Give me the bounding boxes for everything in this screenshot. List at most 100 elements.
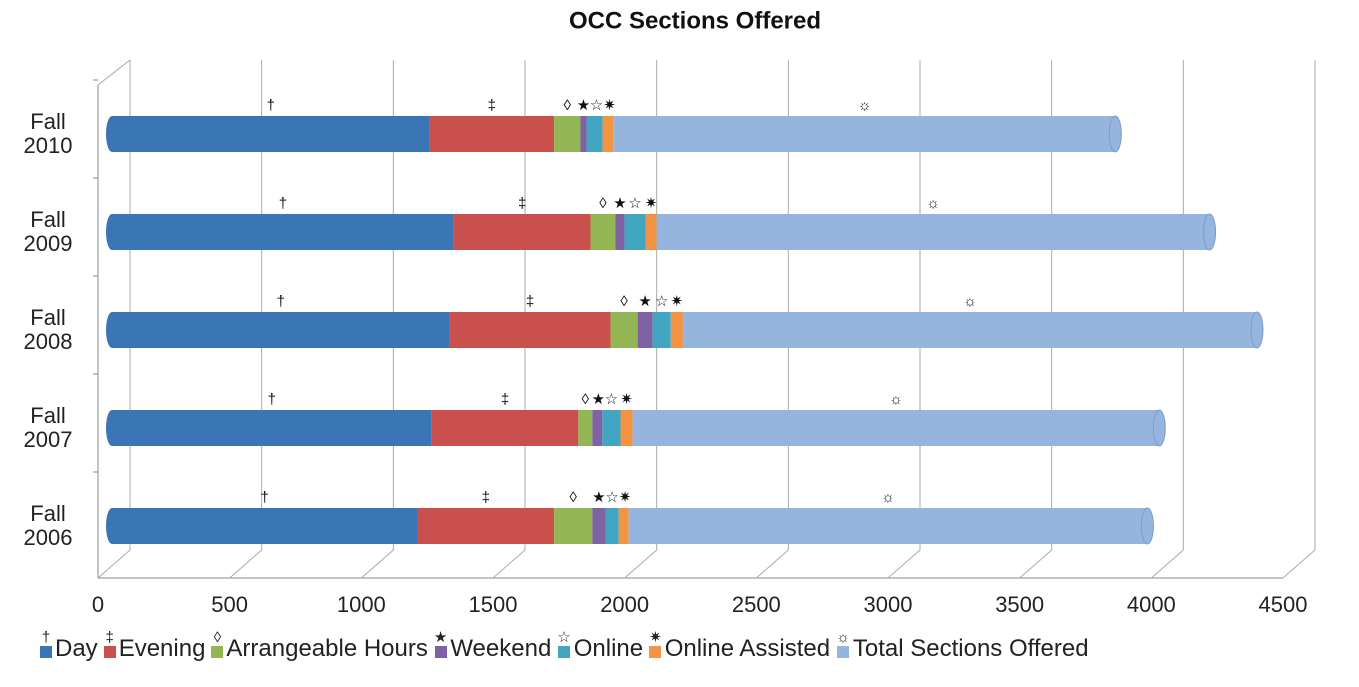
symbol-label: ☆ [628, 195, 641, 212]
legend-swatch [211, 646, 224, 658]
legend-label: Day [55, 635, 98, 662]
x-tick-label: 4500 [1259, 592, 1308, 617]
symbol-label: ✷ [645, 195, 658, 212]
y-tick-label: Fall 2007 [23, 403, 73, 452]
legend-item: ‡ Evening [103, 629, 206, 663]
bar [592, 410, 603, 446]
grid-line [1282, 60, 1316, 579]
symbol-label: ★ [577, 97, 590, 114]
legend-label: Arrangeable Hours [226, 635, 428, 662]
symbol-label: ☆ [590, 97, 603, 114]
bar [112, 508, 418, 544]
chart-title: OCC Sections Offered [569, 7, 821, 34]
symbol-label: ◊ [599, 195, 607, 212]
symbol-label: ‡ [482, 489, 490, 506]
legend-item: ☼ Total Sections Offered [836, 630, 1088, 663]
x-tick-label: 1000 [337, 592, 386, 617]
symbol-label: † [261, 489, 269, 506]
bar [112, 214, 454, 250]
symbol-label: ◊ [570, 489, 578, 506]
legend-marker: ☼ [836, 630, 850, 663]
symbol-label: ‡ [488, 97, 496, 114]
legend-symbol: ‡ [105, 629, 114, 646]
bar [628, 508, 1148, 544]
bar [645, 214, 657, 250]
bar [112, 116, 430, 152]
symbol-label: ‡ [518, 195, 526, 212]
legend-marker: ◊ [211, 630, 224, 663]
bar [554, 508, 593, 544]
legend-swatch [558, 646, 571, 658]
bar [670, 312, 683, 348]
symbol-label: † [268, 391, 276, 408]
legend-symbol: ✷ [649, 629, 662, 646]
symbol-label: ★ [592, 391, 605, 408]
legend-item: ✷ Online Assisted [649, 630, 830, 663]
bar [586, 116, 603, 152]
bar [429, 116, 555, 152]
legend: † Day ‡ Evening ◊ Arrangeable Hours ★ Weekend ☆ O… [40, 630, 1095, 663]
x-tick-label: 3500 [995, 592, 1044, 617]
bar [610, 312, 638, 348]
symbol-label: ✷ [619, 489, 632, 506]
symbol-label: † [277, 293, 285, 310]
symbol-label: ☆ [655, 293, 668, 310]
symbol-label: ★ [592, 489, 605, 506]
symbol-label: ★ [613, 195, 626, 212]
symbol-label: ☆ [605, 489, 618, 506]
legend-symbol: ★ [433, 629, 448, 646]
bar [624, 214, 646, 250]
bar-cap [1250, 311, 1264, 349]
bar [620, 410, 633, 446]
bar [637, 312, 653, 348]
symbol-label: ☼ [889, 391, 903, 408]
bar-cap [1140, 507, 1154, 545]
legend-swatch [649, 646, 662, 658]
symbol-label: ☼ [963, 293, 977, 310]
bar [417, 508, 555, 544]
symbol-label: ◊ [620, 293, 628, 310]
y-tick-label: Fall 2006 [23, 501, 73, 550]
legend-symbol: ☆ [557, 629, 571, 646]
legend-marker: ★ [434, 630, 447, 663]
legend-label: Online Assisted [664, 635, 831, 662]
symbol-label: ☼ [881, 489, 895, 506]
legend-swatch [40, 646, 52, 658]
bar [453, 214, 591, 250]
bar [652, 312, 671, 348]
legend-label: Total Sections Offered [852, 635, 1089, 662]
symbol-label: ‡ [501, 391, 509, 408]
symbol-label: ☼ [926, 195, 940, 212]
legend-marker: ☆ [557, 629, 571, 663]
symbol-label: ☆ [605, 391, 618, 408]
bar [602, 410, 621, 446]
bar-cap [1152, 409, 1166, 447]
symbol-label: † [279, 195, 287, 212]
bar [449, 312, 611, 348]
x-tick-label: 2000 [600, 592, 649, 617]
symbol-label: ✷ [620, 391, 633, 408]
legend-marker: ✷ [649, 630, 662, 663]
y-tick-label: Fall 2010 [23, 109, 73, 158]
bar [592, 508, 606, 544]
y-tick-label: Fall 2008 [23, 305, 73, 354]
symbol-label: ◊ [564, 97, 572, 114]
legend-symbol: ☼ [836, 629, 850, 646]
symbol-label: ✷ [603, 97, 616, 114]
bar [656, 214, 1210, 250]
legend-label: Evening [118, 635, 206, 662]
symbol-label: ◊ [582, 391, 590, 408]
legend-swatch [103, 646, 116, 658]
axis-line [97, 59, 131, 86]
bar [112, 312, 450, 348]
x-tick-label: 0 [92, 592, 104, 617]
bar [632, 410, 1160, 446]
bar [605, 508, 619, 544]
x-tick-label: 3000 [864, 592, 913, 617]
legend-marker: † [40, 630, 52, 663]
bar [602, 116, 614, 152]
symbol-label: † [267, 97, 275, 114]
bar [112, 410, 432, 446]
